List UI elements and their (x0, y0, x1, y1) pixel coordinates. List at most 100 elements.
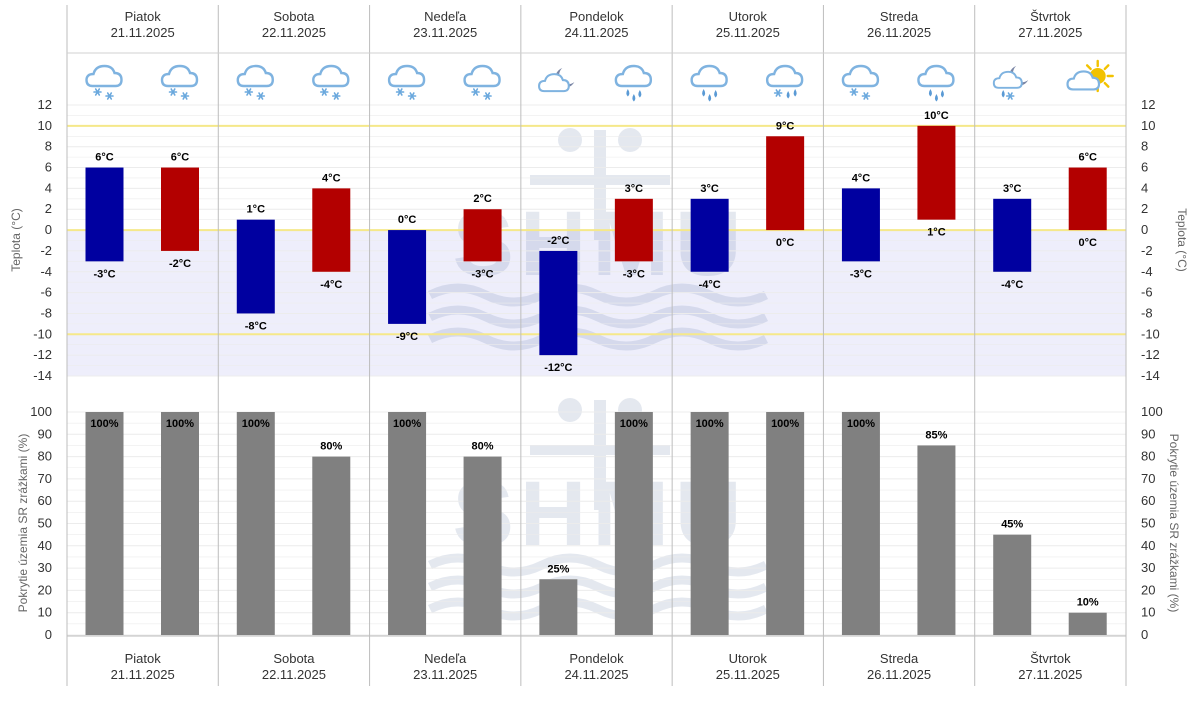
precip-tick-left: 30 (38, 560, 52, 575)
cloud-sleet-icon (765, 64, 804, 99)
watermark-cup (558, 398, 582, 422)
raindrop-shape (934, 94, 938, 102)
precip-bar (539, 579, 578, 635)
temp-tick-left: 12 (38, 97, 52, 112)
sun-ray (1103, 64, 1110, 71)
raindrop-shape (793, 89, 797, 97)
snowflake-shape (105, 92, 114, 100)
raindrop-shape (714, 90, 718, 98)
snowflake-shape (180, 92, 190, 100)
temp-label-bottom: -4°C (699, 279, 721, 291)
snowflake-shape (93, 88, 102, 96)
day-header-name: Nedeľa (424, 9, 467, 24)
temp-label-bottom: -2°C (169, 258, 191, 270)
temp-label-top: 10°C (924, 110, 949, 122)
temp-tick-right: -10 (1141, 326, 1160, 341)
temp-tick-left: -6 (40, 285, 52, 300)
temp-bar-max (1068, 167, 1107, 231)
cloud-shape (765, 64, 804, 88)
precip-label: 100% (393, 418, 421, 430)
day-footer-date: 24.11.2025 (564, 667, 628, 682)
cloud-shape (85, 64, 123, 88)
cloud-shape (236, 64, 274, 88)
precip-label: 100% (847, 418, 875, 430)
snowflake-shape (331, 92, 341, 100)
precip-bar (85, 412, 124, 635)
temp-tick-right: 0 (1141, 222, 1148, 237)
sun-ray (1085, 64, 1092, 71)
cloud-snow-icon (841, 64, 880, 100)
temp-tick-right: -8 (1141, 305, 1153, 320)
temp-tick-left: -2 (40, 243, 52, 258)
cloud-shape (538, 73, 570, 93)
cloud-shape (992, 70, 1023, 89)
temp-label-bottom: 0°C (776, 237, 795, 249)
cloud-shape (690, 64, 728, 88)
cloud-shape (614, 64, 653, 88)
day-footer-name: Sobota (273, 651, 315, 666)
temp-bar-min (841, 188, 880, 262)
cloud-snow-icon (160, 64, 199, 100)
temp-bar-max (161, 167, 199, 251)
day-header-name: Streda (880, 9, 919, 24)
raindrop-shape (940, 90, 944, 98)
snowflake-shape (1005, 92, 1015, 100)
day-footer-date: 25.11.2025 (716, 667, 780, 682)
temp-tick-left: -10 (33, 326, 52, 341)
snowflake-shape (407, 92, 417, 100)
day-footer-date: 27.11.2025 (1018, 667, 1082, 682)
cloud-shape (463, 64, 501, 88)
temp-label-top: 3°C (1003, 183, 1022, 195)
precip-label: 100% (166, 418, 194, 430)
raindrop-shape (708, 94, 712, 102)
temp-label-top: 9°C (776, 120, 795, 132)
temp-bar-max (312, 188, 351, 272)
precip-label: 10% (1077, 597, 1099, 609)
temp-tick-right: 6 (1141, 160, 1148, 175)
precip-label: 45% (1001, 519, 1023, 531)
temp-bar-max (766, 136, 805, 231)
precip-label: 100% (90, 418, 118, 430)
precip-tick-left: 100 (30, 404, 52, 419)
temp-label-bottom: -4°C (1001, 279, 1023, 291)
snowflake-shape (168, 88, 178, 96)
moon-cloud-sleet-icon (992, 66, 1029, 100)
precip-tick-right: 10 (1141, 605, 1155, 620)
temp-tick-left: -4 (40, 264, 52, 279)
temp-label-top: -2°C (547, 235, 569, 247)
cloud-snow-icon (236, 64, 274, 100)
temp-label-top: 4°C (852, 172, 871, 184)
snowflake-shape (256, 92, 266, 100)
snowflake-shape (471, 88, 480, 96)
raindrop-shape (1001, 90, 1005, 98)
temp-bar-min (85, 167, 124, 262)
day-footer-date: 22.11.2025 (262, 667, 326, 682)
cloud-rain-icon (917, 64, 955, 102)
cloud-shape (160, 64, 199, 88)
precip-label: 100% (242, 418, 270, 430)
day-footer-name: Piatok (125, 651, 162, 666)
precip-bar (388, 412, 427, 635)
day-header-date: 23.11.2025 (413, 25, 477, 40)
temp-label-top: 4°C (322, 172, 341, 184)
temp-tick-right: 2 (1141, 201, 1148, 216)
raindrop-shape (626, 89, 630, 97)
raindrop-shape (928, 89, 932, 97)
day-header-name: Štvrtok (1030, 9, 1071, 24)
precip-label: 80% (320, 441, 342, 453)
cloud-shape (387, 64, 426, 88)
precip-tick-right: 90 (1141, 426, 1155, 441)
temp-tick-left: -8 (40, 305, 52, 320)
precip-tick-right: 20 (1141, 582, 1155, 597)
temp-tick-right: -4 (1141, 264, 1153, 279)
raindrop-shape (632, 94, 636, 102)
precip-tick-right: 100 (1141, 404, 1163, 419)
raindrop-shape (638, 90, 642, 98)
day-footer-name: Pondelok (569, 651, 624, 666)
day-header-date: 24.11.2025 (564, 25, 628, 40)
temp-tick-left: 0 (45, 222, 52, 237)
precip-tick-left: 50 (38, 516, 52, 531)
temp-bar-min (690, 198, 729, 272)
